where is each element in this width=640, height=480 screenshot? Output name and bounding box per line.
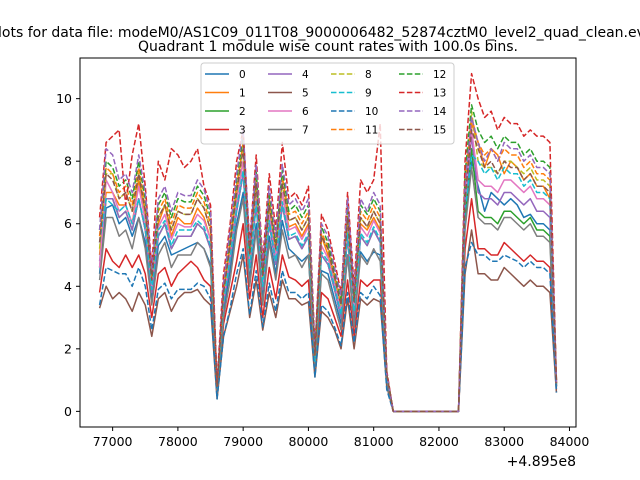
x-offset-label: +4.895e8 [507, 454, 576, 470]
series-line-3 [98, 197, 558, 413]
y-tick-label: 6 [64, 216, 72, 231]
series-line-4 [98, 135, 558, 413]
legend-label-12: 12 [433, 69, 446, 81]
legend-label-3: 3 [239, 125, 246, 137]
series-layer [98, 72, 558, 413]
x-tick-label: 82000 [419, 434, 459, 449]
series-line-5 [98, 229, 558, 413]
series-line-14 [98, 116, 558, 413]
legend-label-8: 8 [365, 69, 372, 81]
legend-label-5: 5 [302, 88, 309, 100]
legend-label-14: 14 [433, 106, 447, 118]
x-tick-label: 80000 [289, 434, 329, 449]
legend-label-10: 10 [365, 106, 378, 118]
legend-label-2: 2 [239, 106, 246, 118]
series-line-7 [98, 166, 558, 413]
legend-label-13: 13 [433, 88, 446, 100]
legend-frame [200, 62, 455, 145]
y-tick-label: 8 [64, 154, 72, 169]
y-tick-label: 4 [64, 279, 72, 294]
series-line-6 [98, 129, 558, 413]
x-tick-label: 83000 [484, 434, 524, 449]
x-tick-label: 81000 [354, 434, 394, 449]
legend-label-4: 4 [302, 69, 309, 81]
figure-suptitle: Plots for data file: modeM0/AS1C09_011T0… [0, 25, 640, 41]
series-line-13 [98, 72, 558, 413]
chart-title: Quadrant 1 module wise count rates with … [138, 39, 518, 55]
legend-label-6: 6 [302, 106, 309, 118]
x-tick-label: 84000 [550, 434, 590, 449]
series-line-9 [98, 154, 558, 413]
x-tick-label: 78000 [158, 434, 198, 449]
plot-frame [79, 57, 577, 428]
y-tick-label: 0 [64, 404, 72, 419]
y-tick-label: 10 [56, 91, 72, 106]
series-line-15 [98, 129, 558, 413]
axes-layer [79, 57, 577, 428]
y-tick-label: 2 [64, 341, 72, 356]
series-line-10 [98, 241, 558, 413]
legend-label-9: 9 [365, 88, 372, 100]
legend-label-1: 1 [239, 88, 246, 100]
legend-label-0: 0 [239, 69, 246, 81]
legend-label-15: 15 [433, 125, 446, 137]
legend-label-11: 11 [365, 125, 378, 137]
ticks-layer: 77000 78000 79000 80000 81000 82000 83000 84000… [56, 91, 589, 449]
x-tick-label: 77000 [93, 434, 133, 449]
x-tick-label: 79000 [223, 434, 263, 449]
legend-label-7: 7 [302, 125, 309, 137]
